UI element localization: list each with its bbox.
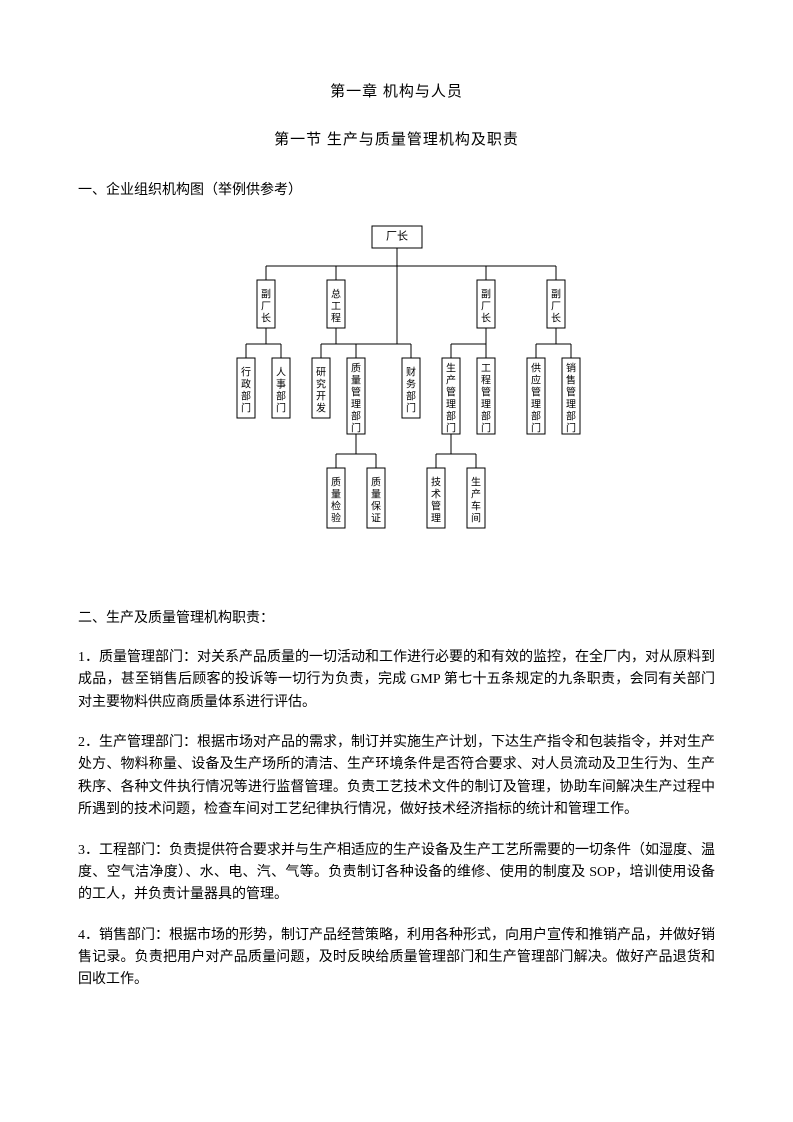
svg-text:程: 程 <box>481 375 491 387</box>
svg-text:副: 副 <box>551 289 561 301</box>
svg-text:销: 销 <box>566 362 576 375</box>
svg-text:产: 产 <box>471 488 481 501</box>
svg-text:副: 副 <box>481 289 491 301</box>
svg-text:长: 长 <box>261 313 271 325</box>
subheading-2: 二、生产及质量管理机构职责： <box>78 608 715 630</box>
section-title: 第一节 生产与质量管理机构及职责 <box>78 128 715 152</box>
svg-text:供: 供 <box>531 362 541 375</box>
svg-text:理: 理 <box>481 399 491 411</box>
svg-text:管: 管 <box>481 386 491 399</box>
svg-text:总: 总 <box>331 288 341 301</box>
svg-text:厂: 厂 <box>261 302 271 313</box>
svg-text:门: 门 <box>241 402 251 415</box>
svg-text:技: 技 <box>431 476 441 489</box>
svg-text:门: 门 <box>351 422 361 435</box>
svg-text:事: 事 <box>276 378 286 391</box>
svg-text:研: 研 <box>316 367 326 379</box>
svg-text:管: 管 <box>566 386 576 399</box>
svg-text:量: 量 <box>331 489 341 501</box>
paragraph-1: 1．质量管理部门：对关系产品质量的一切活动和工作进行必要的和有效的监控，在全厂内… <box>78 647 715 714</box>
svg-text:术: 术 <box>431 489 441 501</box>
svg-text:部: 部 <box>566 410 576 423</box>
org-chart: 厂长副厂长总工程副厂长副厂长行政部门人事部门研究开发质量管理部门财务部门生产管理… <box>177 218 617 548</box>
svg-text:开: 开 <box>316 392 326 403</box>
svg-text:人: 人 <box>276 367 286 379</box>
svg-text:售: 售 <box>566 374 576 387</box>
svg-text:质: 质 <box>371 477 381 489</box>
paragraph-4-label: 4．销售部门： <box>78 928 169 943</box>
subheading-1: 一、企业组织机构图（举例供参考） <box>78 180 715 202</box>
svg-text:理: 理 <box>566 399 576 411</box>
svg-text:厂: 厂 <box>481 302 491 313</box>
svg-text:管: 管 <box>531 386 541 399</box>
svg-text:程: 程 <box>331 313 341 325</box>
svg-text:检: 检 <box>331 500 341 513</box>
svg-text:务: 务 <box>406 378 416 391</box>
svg-text:部: 部 <box>446 410 456 423</box>
svg-text:究: 究 <box>316 378 326 391</box>
svg-text:证: 证 <box>371 513 381 525</box>
paragraph-3: 3．工程部门：负责提供符合要求并与生产相适应的生产设备及生产工艺所需要的一切条件… <box>78 840 715 907</box>
svg-text:量: 量 <box>371 489 381 501</box>
svg-text:门: 门 <box>531 422 541 435</box>
paragraph-2: 2．生产管理部门：根据市场对产品的需求，制订并实施生产计划，下达生产指令和包装指… <box>78 732 715 822</box>
svg-text:门: 门 <box>566 422 576 435</box>
svg-text:量: 量 <box>351 375 361 387</box>
svg-text:工: 工 <box>481 364 491 375</box>
svg-text:部: 部 <box>481 410 491 423</box>
paragraph-2-label: 2．生产管理部门： <box>78 735 197 750</box>
paragraph-4: 4．销售部门：根据市场的形势，制订产品经营策略，利用各种形式，向用户宣传和推销产… <box>78 925 715 992</box>
svg-text:理: 理 <box>446 399 456 411</box>
paragraph-4-body: 根据市场的形势，制订产品经营策略，利用各种形式，向用户宣传和推销产品，并做好销售… <box>78 928 715 988</box>
svg-text:产: 产 <box>446 374 456 387</box>
svg-text:质: 质 <box>331 477 341 489</box>
svg-text:管: 管 <box>431 500 441 513</box>
svg-text:间: 间 <box>471 512 481 525</box>
svg-text:长: 长 <box>551 313 561 325</box>
svg-text:部: 部 <box>406 390 416 403</box>
org-chart-container: 厂长副厂长总工程副厂长副厂长行政部门人事部门研究开发质量管理部门财务部门生产管理… <box>78 218 715 548</box>
svg-text:发: 发 <box>316 402 326 415</box>
svg-text:部: 部 <box>531 410 541 423</box>
svg-text:验: 验 <box>331 512 341 525</box>
svg-text:财: 财 <box>406 366 416 379</box>
svg-text:保: 保 <box>371 500 381 513</box>
svg-text:工: 工 <box>331 302 341 313</box>
svg-text:应: 应 <box>531 374 541 387</box>
svg-text:生: 生 <box>446 362 456 375</box>
chapter-title: 第一章 机构与人员 <box>78 80 715 104</box>
svg-text:管: 管 <box>446 386 456 399</box>
svg-text:理: 理 <box>351 399 361 411</box>
svg-text:厂长: 厂长 <box>386 230 408 243</box>
svg-text:厂: 厂 <box>551 302 561 313</box>
svg-text:理: 理 <box>431 513 441 525</box>
paragraph-3-body: 负责提供符合要求并与生产相适应的生产设备及生产工艺所需要的一切条件（如湿度、温度… <box>78 843 715 903</box>
svg-text:管: 管 <box>351 386 361 399</box>
svg-text:车: 车 <box>471 500 481 513</box>
svg-text:生: 生 <box>471 476 481 489</box>
svg-text:部: 部 <box>276 390 286 403</box>
svg-text:行: 行 <box>241 366 251 379</box>
svg-text:长: 长 <box>481 313 491 325</box>
svg-text:副: 副 <box>261 289 271 301</box>
svg-text:理: 理 <box>531 399 541 411</box>
svg-text:门: 门 <box>481 422 491 435</box>
svg-text:门: 门 <box>406 402 416 415</box>
svg-text:质: 质 <box>351 363 361 375</box>
svg-text:部: 部 <box>241 390 251 403</box>
paragraph-1-label: 1．质量管理部门： <box>78 650 197 665</box>
paragraph-3-label: 3．工程部门： <box>78 843 169 858</box>
svg-text:门: 门 <box>276 402 286 415</box>
svg-text:门: 门 <box>446 422 456 435</box>
svg-text:政: 政 <box>241 378 251 391</box>
svg-text:部: 部 <box>351 410 361 423</box>
